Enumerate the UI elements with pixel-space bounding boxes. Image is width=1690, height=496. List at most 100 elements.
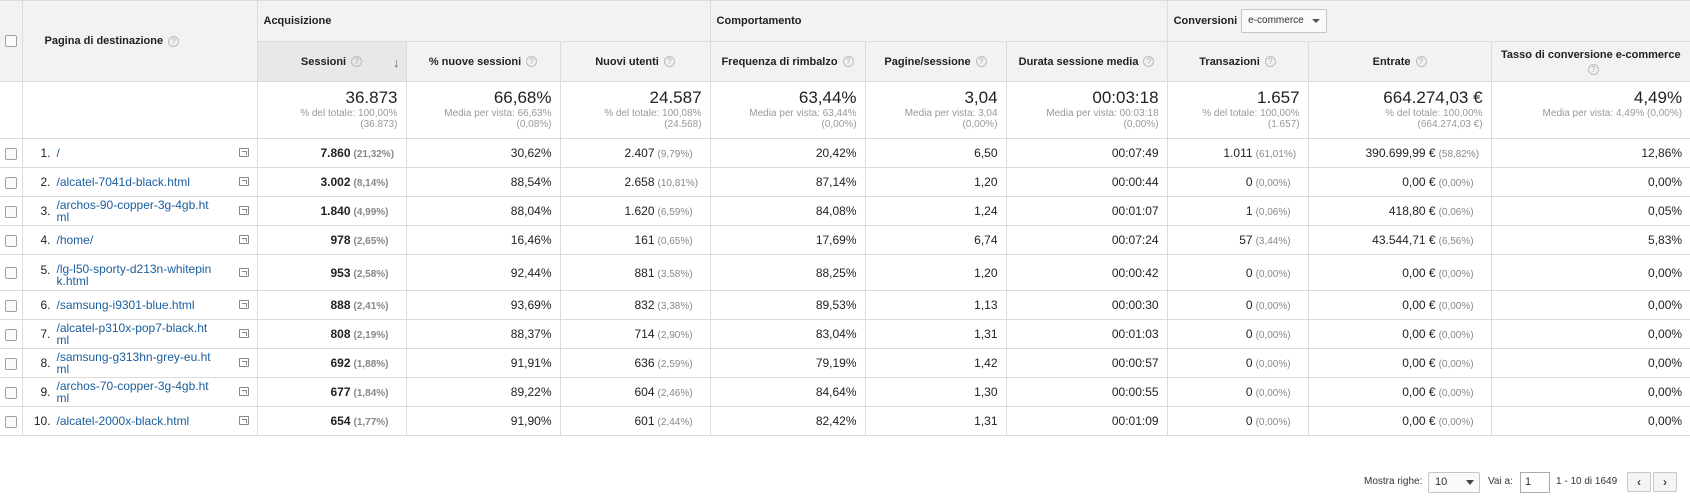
page-link[interactable]: /samsung-g313hn-grey-eu.html	[56, 350, 211, 376]
total-pagine-sessione: 3,04 Media per vista: 3,04 (0,00%)	[864, 81, 1007, 139]
help-icon[interactable]: ?	[168, 35, 180, 47]
row-check-cell	[0, 319, 23, 349]
conversion-type-select[interactable]: e-commerce	[1241, 9, 1327, 33]
tasso-value: 0,00%	[1648, 414, 1683, 428]
help-icon[interactable]: ?	[351, 56, 363, 68]
external-link-icon[interactable]	[238, 177, 249, 186]
row-checkbox[interactable]	[4, 299, 17, 312]
help-icon[interactable]: ?	[975, 56, 987, 68]
help-icon[interactable]: ?	[526, 56, 538, 68]
external-link-icon[interactable]	[238, 148, 249, 157]
cell-durata: 00:07:49	[1005, 138, 1168, 168]
tasso-value: 0,00%	[1648, 356, 1683, 370]
column-header-durata[interactable]: Durata sessione media?	[1005, 41, 1168, 82]
cell-transazioni: 0 (0,00%)	[1166, 290, 1309, 320]
row-checkbox[interactable]	[4, 267, 17, 280]
page-cell: 1. /	[21, 138, 258, 168]
prev-page-button[interactable]: ‹	[1627, 472, 1651, 492]
nuovi-utenti-value: 714	[634, 327, 655, 341]
page-link[interactable]: /archos-90-copper-3g-4gb.html	[56, 198, 209, 224]
tasso-value: 0,05%	[1648, 204, 1683, 218]
help-icon[interactable]: ?	[663, 56, 675, 68]
row-check-cell	[0, 167, 23, 197]
page-link[interactable]: /alcatel-7041d-black.html	[56, 175, 190, 189]
column-header-entrate[interactable]: Entrate?	[1307, 41, 1492, 82]
help-icon[interactable]: ?	[1143, 56, 1155, 68]
page-link[interactable]: /archos-70-copper-3g-4gb.html	[56, 379, 209, 405]
rimbalzo-value: 84,08%	[815, 204, 857, 218]
help-icon[interactable]: ?	[1587, 63, 1599, 75]
durata-value: 00:01:07	[1111, 204, 1159, 218]
page-link[interactable]: /lg-l50-sporty-d213n-whitepink.html	[56, 262, 212, 288]
row-checkbox[interactable]	[4, 147, 17, 160]
rimbalzo-value: 88,25%	[815, 265, 857, 280]
durata-value: 00:00:57	[1111, 356, 1159, 370]
external-link-icon[interactable]	[238, 235, 249, 244]
group-acquisizione: Acquisizione	[256, 0, 711, 42]
total-sub: (0,00%)	[962, 119, 998, 130]
cell-tasso: 0,00%	[1490, 167, 1690, 197]
cell-transazioni: 1 (0,06%)	[1166, 196, 1309, 226]
external-link-icon[interactable]	[238, 206, 249, 215]
row-checkbox[interactable]	[4, 205, 17, 218]
rows-per-page-value: 10	[1435, 476, 1448, 488]
total-value: 3,04	[964, 88, 998, 107]
table-row: 2. /alcatel-7041d-black.html 3.002 (8,14%)…	[0, 167, 1690, 197]
row-checkbox[interactable]	[4, 386, 17, 399]
row-checkbox[interactable]	[4, 234, 17, 247]
total-sub: Media per vista: 63,44%	[749, 108, 857, 119]
sessioni-value: 692	[330, 356, 351, 370]
page-range: 1 - 10 di 1649	[1556, 476, 1618, 487]
external-link-icon[interactable]	[238, 300, 249, 309]
column-header-page[interactable]: Pagina di destinazione?	[21, 0, 258, 82]
next-page-button[interactable]: ›	[1653, 472, 1677, 492]
page-link[interactable]: /	[56, 146, 60, 160]
help-icon[interactable]: ?	[1264, 56, 1276, 68]
column-header-sessioni[interactable]: Sessioni? ↓	[257, 41, 407, 82]
entrate-pct: (0,00%)	[1438, 268, 1474, 280]
row-check-cell	[0, 254, 23, 291]
page-link[interactable]: /alcatel-p310x-pop7-black.html	[56, 321, 208, 347]
external-link-icon[interactable]	[238, 267, 249, 277]
total-value: 00:03:18	[1092, 88, 1159, 107]
row-checkbox[interactable]	[4, 328, 17, 341]
total-sub: (0,00%)	[821, 119, 857, 130]
help-icon[interactable]: ?	[842, 56, 854, 68]
page-link[interactable]: /home/	[56, 233, 94, 247]
external-link-icon[interactable]	[238, 358, 249, 367]
column-header-pagine-sessione[interactable]: Pagine/sessione?	[864, 41, 1007, 82]
sessioni-value: 978	[330, 233, 351, 247]
external-link-icon[interactable]	[238, 329, 249, 338]
durata-value: 00:00:44	[1111, 175, 1159, 189]
cell-nuovi-utenti: 881 (3,58%)	[559, 254, 711, 291]
goto-page-input[interactable]: 1	[1520, 472, 1550, 493]
row-check-cell	[0, 138, 23, 168]
transazioni-label: Transazioni	[1199, 55, 1260, 68]
entrate-pct: (0,00%)	[1438, 417, 1474, 428]
transazioni-pct: (0,00%)	[1255, 301, 1291, 312]
external-link-icon[interactable]	[238, 416, 249, 425]
cell-transazioni: 0 (0,00%)	[1166, 406, 1309, 436]
nuovi-utenti-value: 601	[634, 414, 655, 428]
row-checkbox[interactable]	[4, 357, 17, 370]
row-index: 8.	[40, 356, 51, 370]
row-checkbox[interactable]	[4, 176, 17, 189]
entrate-value: 0,00 €	[1402, 265, 1436, 280]
column-header-nuovi-utenti[interactable]: Nuovi utenti?	[559, 41, 711, 82]
table-row: 6. /samsung-i9301-blue.html 888 (2,41%) 93…	[0, 290, 1690, 320]
cell-pagine-sessione: 1,30	[864, 377, 1007, 407]
external-link-icon[interactable]	[238, 387, 249, 396]
rows-per-page-select[interactable]: 10	[1428, 472, 1480, 493]
row-checkbox[interactable]	[4, 415, 17, 428]
entrate-label: Entrate	[1372, 55, 1411, 68]
column-header-rimbalzo[interactable]: Frequenza di rimbalzo?	[709, 41, 866, 82]
page-link[interactable]: /samsung-i9301-blue.html	[56, 298, 195, 312]
help-icon[interactable]: ?	[1415, 56, 1427, 68]
sessioni-value: 654	[330, 414, 351, 428]
column-header-tasso[interactable]: Tasso di conversione e-commerce?	[1490, 41, 1690, 82]
cell-tasso: 0,00%	[1490, 406, 1690, 436]
select-all-checkbox[interactable]	[4, 35, 17, 48]
page-link[interactable]: /alcatel-2000x-black.html	[56, 414, 190, 428]
column-header-nuove-sessioni[interactable]: % nuove sessioni?	[405, 41, 561, 82]
column-header-transazioni[interactable]: Transazioni?	[1166, 41, 1309, 82]
